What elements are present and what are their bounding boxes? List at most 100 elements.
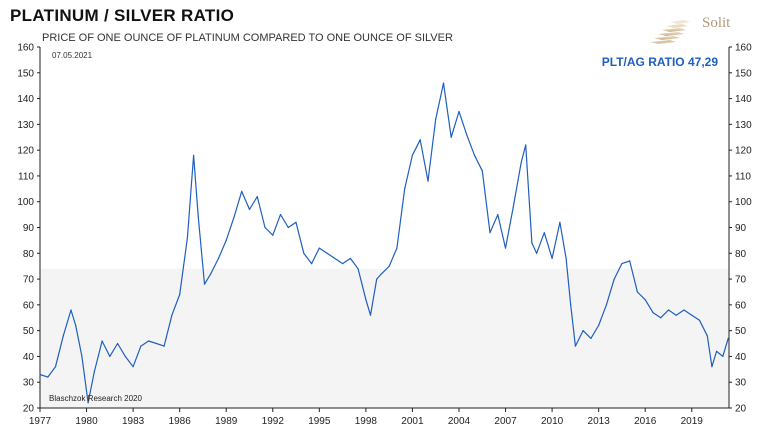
data-point: [365, 299, 367, 301]
data-point: [357, 268, 359, 270]
data-point: [706, 335, 708, 337]
data-point: [442, 82, 445, 84]
y-tick-label-left: 70: [23, 275, 35, 286]
y-tick-label-right: 20: [735, 404, 747, 415]
y-tick-label-left: 30: [23, 378, 35, 389]
data-point: [652, 312, 654, 314]
data-point: [124, 355, 126, 357]
data-point: [629, 260, 631, 262]
data-point: [411, 154, 413, 156]
y-tick-label-right: 130: [735, 120, 752, 131]
data-point: [171, 314, 173, 316]
data-point: [132, 366, 134, 368]
y-tick-label-left: 140: [17, 94, 34, 105]
data-point: [54, 366, 57, 368]
y-tick-label-right: 30: [735, 378, 747, 389]
data-point: [295, 221, 297, 223]
y-tick-label-left: 110: [18, 171, 34, 182]
data-point: [396, 247, 398, 249]
x-tick-label: 1995: [308, 416, 331, 427]
date-label: 07.05.2021: [52, 51, 93, 60]
y-tick-label-right: 80: [735, 249, 747, 260]
y-tick-label-left: 160: [17, 43, 34, 54]
x-tick-label: 2001: [401, 416, 424, 427]
logo-text: Solit: [702, 15, 731, 31]
data-point: [489, 232, 491, 234]
data-point: [536, 252, 538, 254]
data-point: [217, 257, 220, 259]
data-point: [660, 317, 662, 319]
data-point: [39, 373, 41, 376]
data-point: [241, 190, 243, 192]
data-point: [559, 221, 561, 223]
data-point: [62, 335, 64, 337]
x-tick-label: 1998: [355, 416, 378, 427]
data-point: [210, 273, 212, 275]
y-tick-label-right: 150: [735, 68, 752, 79]
data-point: [450, 136, 452, 138]
data-point: [590, 337, 592, 339]
data-point: [466, 134, 468, 136]
x-tick-label: 1980: [75, 416, 98, 427]
y-tick-label-right: 140: [735, 94, 752, 105]
reference-band-layer: [40, 268, 729, 408]
data-point: [256, 196, 258, 198]
data-point: [574, 345, 577, 347]
data-point: [287, 226, 289, 229]
data-point: [551, 257, 553, 259]
data-point: [334, 257, 336, 259]
data-point: [667, 309, 670, 311]
y-tick-label-left: 40: [23, 352, 35, 363]
x-tick-label: 2016: [634, 416, 657, 427]
y-tick-label-left: 90: [23, 223, 35, 234]
y-tick-label-left: 100: [17, 197, 34, 208]
credit-label: Blaschzok Research 2020: [49, 394, 142, 403]
chart-subtitle: PRICE OF ONE OUNCE OF PLATINUM COMPARED …: [42, 32, 453, 44]
data-point: [380, 273, 382, 275]
data-point: [326, 252, 328, 254]
x-tick-label: 2007: [494, 416, 517, 427]
y-tick-label-left: 130: [17, 120, 34, 131]
y-tick-label-right: 110: [735, 171, 751, 182]
data-point: [101, 340, 103, 342]
data-point: [87, 402, 89, 404]
data-point: [404, 188, 406, 190]
data-point: [47, 376, 49, 378]
data-point: [311, 263, 313, 265]
data-point: [711, 366, 713, 368]
data-point: [272, 234, 274, 236]
data-point: [349, 257, 351, 259]
y-tick-label-left: 80: [23, 249, 35, 260]
y-tick-label-right: 120: [735, 146, 752, 157]
series-layer: [39, 82, 729, 404]
x-tick-label: 2010: [541, 416, 564, 427]
data-point: [512, 206, 514, 208]
x-tick-label: 1992: [262, 416, 285, 427]
data-point: [318, 247, 320, 249]
data-point: [621, 263, 623, 265]
y-tick-label-right: 90: [735, 223, 747, 234]
y-tick-label-left: 60: [23, 300, 35, 311]
x-tick-label: 1989: [215, 416, 238, 427]
data-point: [233, 216, 235, 218]
data-point: [148, 340, 150, 342]
data-point: [716, 350, 718, 352]
data-point: [163, 345, 165, 347]
y-tick-label-right: 100: [735, 197, 752, 208]
data-point: [117, 342, 119, 345]
y-tick-label-left: 50: [23, 326, 35, 337]
data-point: [582, 330, 584, 332]
data-point: [197, 216, 199, 218]
y-tick-label-right: 160: [735, 43, 752, 54]
data-point: [458, 110, 460, 113]
x-tick-label: 1983: [122, 416, 145, 427]
data-point: [636, 291, 639, 293]
data-point: [279, 214, 282, 216]
chart-title: PLATINUM / SILVER RATIO: [10, 6, 235, 25]
x-tick-label: 1977: [29, 416, 52, 427]
data-point: [525, 144, 527, 146]
data-point: [691, 314, 693, 316]
data-point: [605, 304, 608, 306]
reference-band: [40, 268, 729, 408]
data-point: [70, 309, 72, 311]
